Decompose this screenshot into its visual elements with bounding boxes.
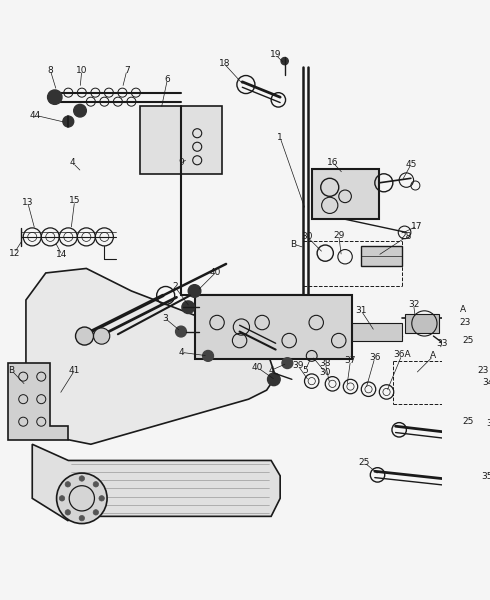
Text: B: B — [291, 239, 297, 248]
Text: 2: 2 — [172, 282, 177, 291]
Polygon shape — [8, 363, 68, 440]
Text: 44: 44 — [29, 110, 41, 119]
Circle shape — [63, 116, 74, 127]
Text: 13: 13 — [22, 198, 33, 207]
Text: 32: 32 — [408, 300, 419, 309]
Circle shape — [99, 496, 104, 501]
Circle shape — [48, 90, 62, 104]
Text: 39: 39 — [293, 361, 304, 370]
Text: 38: 38 — [319, 359, 331, 368]
Circle shape — [65, 482, 71, 487]
Circle shape — [203, 350, 214, 361]
Text: 15: 15 — [69, 196, 80, 205]
Text: 40: 40 — [210, 268, 221, 277]
Circle shape — [93, 509, 98, 515]
Text: 34: 34 — [482, 379, 490, 388]
Text: 7: 7 — [124, 65, 130, 74]
Text: 6: 6 — [165, 74, 171, 83]
Text: 36: 36 — [369, 353, 381, 362]
Circle shape — [79, 515, 85, 521]
Circle shape — [75, 327, 94, 345]
Bar — [405, 314, 439, 334]
Circle shape — [59, 496, 65, 501]
Circle shape — [268, 373, 280, 386]
Text: 25: 25 — [462, 336, 473, 345]
Text: 30: 30 — [319, 368, 331, 377]
Text: 1: 1 — [277, 133, 283, 142]
Circle shape — [74, 104, 86, 117]
Circle shape — [281, 58, 288, 65]
Bar — [195, 295, 352, 359]
Text: 23: 23 — [459, 318, 471, 327]
Bar — [352, 323, 402, 341]
Text: 41: 41 — [69, 366, 80, 375]
Circle shape — [94, 328, 110, 344]
Text: 25: 25 — [358, 458, 369, 467]
Text: 5: 5 — [302, 366, 308, 375]
Text: 33: 33 — [437, 339, 448, 348]
Circle shape — [56, 473, 107, 524]
Text: 4: 4 — [70, 158, 75, 167]
Text: 29: 29 — [333, 230, 344, 239]
Circle shape — [182, 301, 195, 314]
Text: 31: 31 — [356, 307, 367, 316]
Text: 10: 10 — [76, 65, 88, 74]
Polygon shape — [32, 444, 280, 521]
Text: 4: 4 — [178, 348, 184, 357]
Text: 8: 8 — [48, 65, 53, 74]
Text: A: A — [430, 352, 437, 361]
Text: 16: 16 — [327, 158, 338, 167]
Circle shape — [175, 326, 186, 337]
Text: 30: 30 — [301, 232, 313, 241]
Text: 17: 17 — [412, 221, 423, 230]
Text: 18: 18 — [219, 59, 230, 68]
Circle shape — [79, 476, 85, 481]
Circle shape — [451, 321, 461, 330]
Text: 19: 19 — [270, 50, 281, 59]
Text: 3: 3 — [162, 314, 168, 323]
Text: 23: 23 — [477, 366, 489, 375]
Text: 35: 35 — [486, 419, 490, 428]
Text: 28: 28 — [401, 232, 412, 241]
Text: 25: 25 — [462, 417, 473, 426]
Text: 35: 35 — [482, 472, 490, 481]
Text: B: B — [8, 366, 15, 375]
Text: 45: 45 — [405, 160, 416, 169]
Bar — [312, 169, 379, 219]
Bar — [361, 246, 402, 266]
Text: 37: 37 — [345, 356, 356, 365]
Circle shape — [65, 509, 71, 515]
Text: 9: 9 — [178, 158, 184, 167]
Polygon shape — [26, 268, 276, 444]
Text: 4: 4 — [269, 366, 274, 375]
Text: A: A — [460, 305, 466, 314]
Text: 36A: 36A — [393, 350, 411, 359]
Circle shape — [466, 370, 477, 380]
Circle shape — [282, 358, 293, 368]
Text: 14: 14 — [56, 250, 68, 259]
Bar — [141, 106, 221, 174]
Text: 40: 40 — [252, 363, 263, 372]
Circle shape — [93, 482, 98, 487]
Text: 12: 12 — [8, 248, 20, 257]
Circle shape — [188, 284, 201, 297]
